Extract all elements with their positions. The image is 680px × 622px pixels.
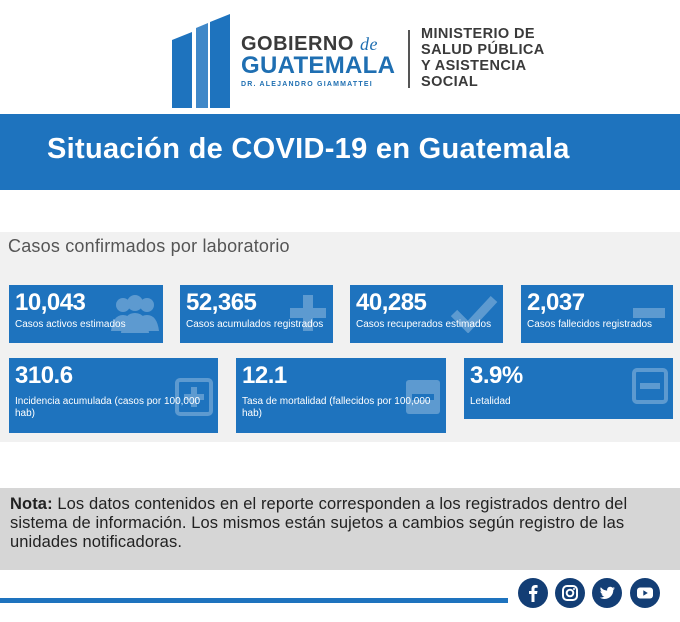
- stat-label: Letalidad: [470, 396, 511, 407]
- stat-value: 40,285: [356, 289, 427, 316]
- stat-label: Casos acumulados registrados: [186, 319, 324, 330]
- stat-card-mortality: 12.1 Tasa de mortalidad (fallecidos por …: [236, 358, 446, 433]
- stat-value: 310.6: [15, 362, 73, 389]
- plus-icon: [290, 295, 326, 331]
- stat-card-lethality: 3.9% Letalidad: [464, 358, 673, 419]
- stat-label: Tasa de mortalidad (fallecidos por 100,0…: [242, 396, 431, 419]
- youtube-icon[interactable]: [630, 578, 660, 608]
- stat-value: 2,037: [527, 289, 585, 316]
- gobierno-de-text: de: [359, 34, 378, 54]
- president-name: DR. ALEJANDRO GIAMMATTEI: [241, 81, 373, 88]
- title-banner: [0, 114, 680, 190]
- stat-card-recovered: 40,285 Casos recuperados estimados: [350, 285, 503, 343]
- government-logo-icon: [172, 14, 230, 108]
- twitter-icon[interactable]: [592, 578, 622, 608]
- stat-card-cumulative: 52,365 Casos acumulados registrados: [180, 285, 333, 343]
- facebook-icon[interactable]: [518, 578, 548, 608]
- stat-card-deceased: 2,037 Casos fallecidos registrados: [521, 285, 673, 343]
- minus-square-icon: [406, 380, 440, 414]
- note-body: Los datos contenidos en el reporte corre…: [10, 495, 628, 551]
- header-divider: [408, 30, 410, 88]
- stat-label: Casos activos estimados: [15, 319, 126, 330]
- minus-icon: [633, 308, 665, 318]
- people-icon: [111, 295, 159, 333]
- stat-label: Casos fallecidos registrados: [527, 319, 653, 330]
- panel-title: Casos confirmados por laboratorio: [8, 236, 290, 256]
- note-box: [0, 488, 680, 570]
- stat-card-incidence: 310.6 Incidencia acumulada (casos por 10…: [9, 358, 218, 433]
- stat-card-active: 10,043 Casos activos estimados: [9, 285, 163, 343]
- header: GOBIERNO de GUATEMALA DR. ALEJANDRO GIAM…: [0, 0, 680, 112]
- ministry-name: MINISTERIO DE SALUD PÚBLICA Y ASISTENCIA…: [421, 26, 545, 90]
- stat-value: 52,365: [186, 289, 257, 316]
- stat-value: 3.9%: [470, 362, 523, 389]
- check-icon: [450, 295, 498, 333]
- stat-value: 10,043: [15, 289, 86, 316]
- gobierno-text: GOBIERNO: [241, 33, 354, 55]
- stat-label: Casos recuperados estimados: [356, 319, 492, 330]
- plus-square-icon: [175, 378, 213, 416]
- footer-line: [0, 598, 508, 603]
- page-title: Situación de COVID-19 en Guatemala: [47, 133, 570, 165]
- government-wordmark: GOBIERNO de GUATEMALA DR. ALEJANDRO GIAM…: [241, 34, 406, 88]
- minus-square-outline-icon: [632, 368, 668, 404]
- guatemala-text: GUATEMALA: [241, 52, 396, 79]
- stat-value: 12.1: [242, 362, 287, 389]
- stat-label: Incidencia acumulada (casos por 100,000 …: [15, 396, 201, 419]
- note-text: Nota: Los datos contenidos en el reporte…: [10, 495, 670, 552]
- note-label: Nota:: [10, 495, 53, 513]
- instagram-icon[interactable]: [555, 578, 585, 608]
